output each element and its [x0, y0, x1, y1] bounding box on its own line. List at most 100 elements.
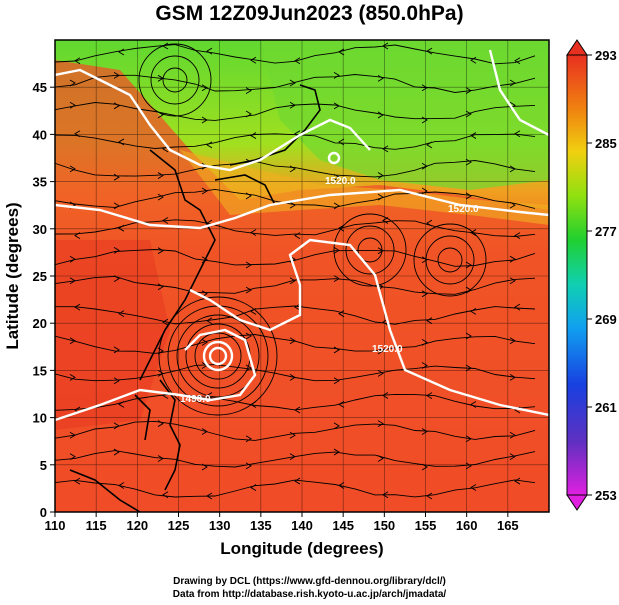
stream-arrow	[157, 420, 164, 427]
colorbar-label: 277	[595, 224, 617, 239]
stream-arrow	[338, 48, 345, 56]
y-tick-label: 30	[33, 222, 47, 237]
stream-arrow	[245, 435, 252, 443]
stream-arrow	[470, 401, 477, 408]
stream-arrow	[118, 224, 125, 232]
streamline	[55, 249, 536, 267]
stream-arrow	[118, 48, 125, 56]
y-tick-label: 10	[33, 411, 47, 426]
stream-arrow	[69, 373, 76, 381]
y-tick-label: 25	[33, 269, 47, 284]
plot-area: 1520.0 1520.0 1520.0 1490.0	[55, 40, 549, 512]
stream-arrow	[421, 84, 428, 92]
stream-arrow	[426, 317, 433, 325]
stream-arrow	[162, 318, 169, 326]
stream-arrow	[377, 193, 384, 201]
stream-arrow	[113, 202, 120, 210]
stream-arrow	[289, 165, 296, 173]
stream-arrow	[514, 57, 521, 65]
colorbar-label: 253	[595, 488, 617, 503]
y-axis: 0 5 10 15 20 25 30 35 40 45	[33, 80, 55, 520]
circulation-streamline	[333, 213, 407, 287]
x-tick-label: 160	[456, 518, 478, 533]
stream-arrow	[289, 337, 296, 345]
stream-arrow	[470, 308, 477, 315]
stream-arrow	[289, 101, 296, 109]
colorbar-top-triangle	[566, 39, 588, 56]
stream-arrow	[74, 232, 81, 240]
stream-arrow	[514, 303, 521, 311]
stream-arrow	[514, 130, 521, 138]
stream-arrow	[421, 463, 428, 471]
stream-arrow	[245, 261, 252, 269]
stream-arrow	[245, 110, 252, 118]
stream-arrow	[289, 431, 296, 439]
height-contours	[55, 49, 549, 422]
stream-arrow	[206, 47, 213, 55]
stream-arrow	[426, 392, 433, 399]
stream-arrow	[74, 57, 81, 65]
stream-arrow	[377, 111, 384, 119]
stream-arrow	[421, 162, 428, 170]
contour-label: 1520.0	[448, 204, 479, 215]
stream-arrow	[377, 74, 384, 82]
stream-arrow	[465, 87, 472, 94]
stream-arrow	[245, 332, 252, 340]
stream-arrow	[294, 57, 301, 65]
circulation-streamline	[138, 43, 212, 117]
stream-arrow	[69, 453, 76, 461]
stream-arrow	[289, 277, 296, 285]
stream-arrow	[113, 448, 120, 456]
stream-arrow	[118, 482, 125, 489]
stream-arrow	[465, 435, 472, 443]
stream-arrow	[509, 453, 516, 460]
stream-arrow	[514, 232, 521, 240]
stream-arrow	[377, 420, 384, 427]
y-tick-label: 5	[40, 458, 47, 473]
stream-arrow	[113, 422, 120, 430]
streamline	[55, 479, 536, 498]
streamline	[55, 160, 536, 178]
stream-arrow	[465, 192, 472, 200]
stream-arrow	[118, 310, 125, 318]
stream-arrow	[509, 79, 516, 87]
stream-arrow	[333, 173, 340, 181]
stream-arrow	[421, 338, 428, 346]
stream-arrow	[426, 47, 433, 55]
stream-arrow	[509, 201, 516, 209]
hot-region	[55, 240, 170, 430]
stream-arrow	[157, 370, 164, 377]
credit-dcl: Drawing by DCL (https://www.gfd-dennou.o…	[173, 576, 446, 587]
x-tick-label: 140	[291, 518, 313, 533]
circulation-streamline	[437, 247, 463, 273]
cyclone-streamline	[158, 296, 278, 416]
stream-arrow	[250, 229, 257, 236]
stream-arrow	[377, 172, 384, 179]
stream-arrow	[245, 364, 252, 372]
stream-arrow	[113, 346, 120, 354]
stream-arrow	[465, 364, 472, 372]
circulation-streamline	[345, 225, 395, 275]
stream-arrow	[382, 145, 389, 153]
coastlines	[69, 84, 321, 512]
stream-arrow	[333, 448, 340, 456]
stream-arrow	[69, 277, 76, 285]
stream-arrow	[74, 303, 81, 311]
streamline	[55, 275, 536, 295]
stream-arrow	[333, 346, 340, 354]
stream-arrow	[250, 484, 257, 491]
circulation-streamline	[425, 235, 475, 285]
contour-label: 1520.0	[372, 344, 403, 355]
stream-arrow	[421, 428, 428, 435]
stream-arrow	[69, 255, 76, 263]
stream-arrow	[294, 232, 301, 240]
stream-arrow	[333, 202, 340, 210]
cyclone-streamline	[194, 332, 242, 380]
streamline	[55, 219, 536, 237]
stream-arrow	[118, 138, 125, 146]
stream-arrow	[465, 332, 472, 340]
streamline	[55, 393, 536, 411]
x-tick-label: 145	[332, 518, 354, 533]
stream-arrow	[69, 165, 76, 173]
